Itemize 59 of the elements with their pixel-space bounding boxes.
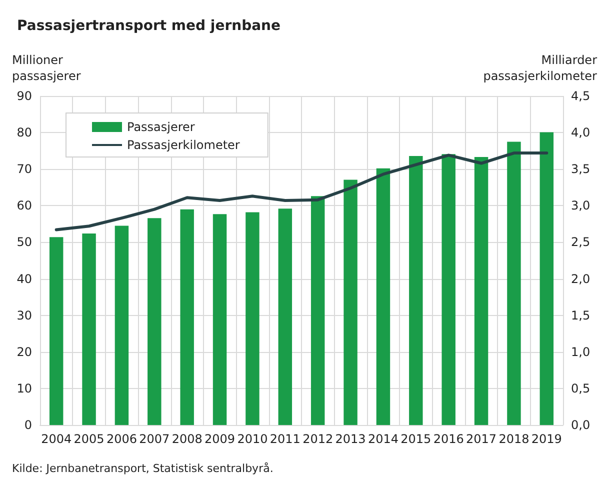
bar	[507, 142, 521, 425]
y-tick-label: 90	[16, 89, 32, 103]
y-tick-label: 30	[16, 308, 32, 322]
chart-title: Passasjertransport med jernbane	[17, 18, 281, 34]
y2-tick-label: 2,0	[571, 272, 590, 286]
bar	[474, 157, 488, 425]
bar	[114, 226, 129, 425]
x-tick-label: 2012	[302, 432, 334, 446]
x-tick-label: 2010	[237, 432, 268, 446]
legend-label: Passasjerkilometer	[127, 138, 240, 152]
x-tick-label: 2017	[466, 432, 497, 446]
y-tick-label: 10	[16, 381, 32, 396]
bar	[246, 212, 260, 425]
x-tick-label: 2018	[498, 432, 530, 446]
y-tick-label: 50	[16, 235, 32, 250]
bar	[49, 237, 64, 425]
y-tick-label: 60	[16, 198, 32, 213]
y2-tick-label: 0,0	[571, 418, 590, 432]
bar	[212, 214, 227, 425]
bar	[540, 132, 554, 425]
x-tick-label: 2016	[433, 432, 464, 446]
x-tick-label: 2013	[335, 432, 366, 446]
x-tick-label: 2007	[139, 432, 170, 446]
bar	[180, 209, 194, 425]
y2-tick-label: 3,0	[571, 198, 590, 213]
x-tick-label: 2009	[204, 432, 236, 446]
y2-tick-label: 1,5	[571, 308, 590, 322]
y2-tick-label: 4,0	[571, 126, 590, 140]
bar	[344, 180, 358, 425]
bar	[148, 218, 162, 425]
y2-tick-label: 1,0	[571, 344, 590, 359]
bar	[278, 208, 292, 425]
legend-label: Passasjerer	[127, 120, 195, 134]
x-tick-label: 2005	[74, 432, 104, 446]
y-tick-label: 0	[24, 418, 32, 432]
y2-tick-label: 4,5	[571, 89, 590, 103]
x-tick-label: 2015	[400, 432, 432, 446]
x-tick-label: 2019	[531, 432, 562, 446]
y-tick-label: 20	[16, 344, 32, 359]
bar	[82, 233, 96, 425]
y2-axis-title: Milliarder passasjerkilometer	[483, 53, 598, 83]
bar	[442, 154, 456, 425]
x-tick-label: 2004	[41, 432, 72, 446]
y2-tick-label: 3,5	[571, 162, 590, 176]
y-tick-label: 70	[16, 162, 32, 176]
text: Kilde: Jernbanetransport, Statistisk sentralbyrå.	[12, 462, 274, 475]
y-axis-title: Millioner passasjerer	[12, 53, 81, 83]
x-tick-label: 2006	[106, 432, 137, 446]
bar	[310, 196, 325, 425]
x-tick-label: 2011	[270, 432, 300, 446]
y2-tick-label: 2,5	[571, 235, 590, 250]
line-series	[54, 152, 548, 232]
bar	[409, 156, 423, 425]
y-tick-label: 80	[16, 126, 32, 140]
x-tick-label: 2014	[368, 432, 398, 446]
y2-tick-label: 0,5	[571, 381, 590, 396]
x-tick-label: 2008	[172, 432, 202, 446]
bar	[376, 168, 390, 425]
y-tick-label: 40	[16, 272, 32, 286]
